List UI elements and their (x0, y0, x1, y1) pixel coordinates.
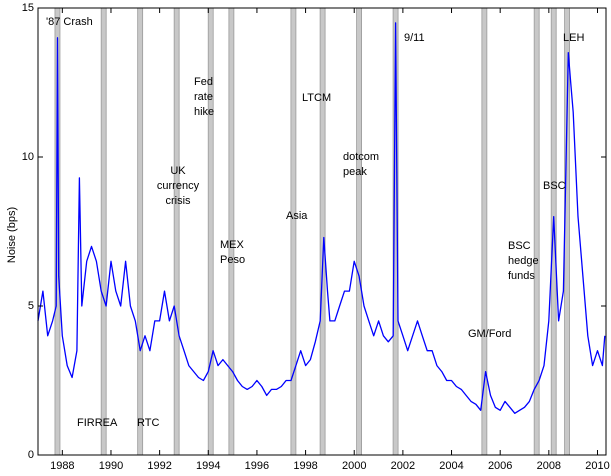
event-label: LTCM (302, 92, 331, 104)
event-label: Peso (220, 254, 245, 266)
x-tick-label: 2002 (391, 460, 415, 472)
x-tick-label: 1994 (196, 460, 220, 472)
event-label: Fed (194, 76, 213, 88)
x-tick-label: 1988 (50, 460, 74, 472)
event-bar (481, 7, 488, 456)
plot-frame (37, 7, 607, 456)
y-axis-label: Noise (bps) (6, 207, 18, 263)
event-label: peak (343, 166, 367, 178)
data-line (37, 22, 606, 414)
event-label: FIRREA (77, 417, 118, 429)
event-label: RTC (137, 417, 159, 429)
event-label: '87 Crash (46, 16, 93, 28)
y-tick-label: 15 (22, 2, 34, 14)
event-label: BSC (508, 240, 531, 252)
x-tick-label: 2008 (537, 460, 561, 472)
y-tick-label: 10 (22, 151, 34, 163)
x-tick-label: 2000 (342, 460, 366, 472)
event-bar (137, 7, 144, 456)
event-label: 9/11 (404, 32, 425, 44)
event-label: crisis (165, 195, 191, 207)
event-bar (173, 7, 180, 456)
event-label: BSC (543, 180, 566, 192)
event-label: hedge (508, 255, 539, 267)
x-tick-label: 1992 (147, 460, 171, 472)
event-label: MEX (220, 239, 245, 251)
event-label: GM/Ford (468, 328, 511, 340)
event-bar (319, 7, 326, 456)
x-tick-label: 2010 (585, 460, 609, 472)
y-tick-label: 5 (28, 300, 34, 312)
event-bar (290, 7, 297, 456)
event-label: rate (194, 91, 213, 103)
event-bar (564, 7, 570, 456)
event-label: hike (194, 106, 214, 118)
event-label: UK (170, 165, 186, 177)
event-bar (356, 7, 362, 456)
event-label: Asia (286, 210, 308, 222)
x-tick-label: 1996 (245, 460, 269, 472)
event-bar (228, 7, 235, 456)
y-tick-label: 0 (28, 449, 34, 461)
x-tick-label: 2006 (488, 460, 512, 472)
event-bar (550, 7, 557, 456)
event-label: LEH (563, 32, 584, 44)
x-tick-label: 1990 (99, 460, 123, 472)
event-label: currency (157, 180, 200, 192)
x-tick-label: 2004 (439, 460, 463, 472)
event-bar (100, 7, 107, 456)
x-tick-label: 1998 (293, 460, 317, 472)
event-label: funds (508, 270, 535, 282)
event-label: dotcom (343, 151, 379, 163)
